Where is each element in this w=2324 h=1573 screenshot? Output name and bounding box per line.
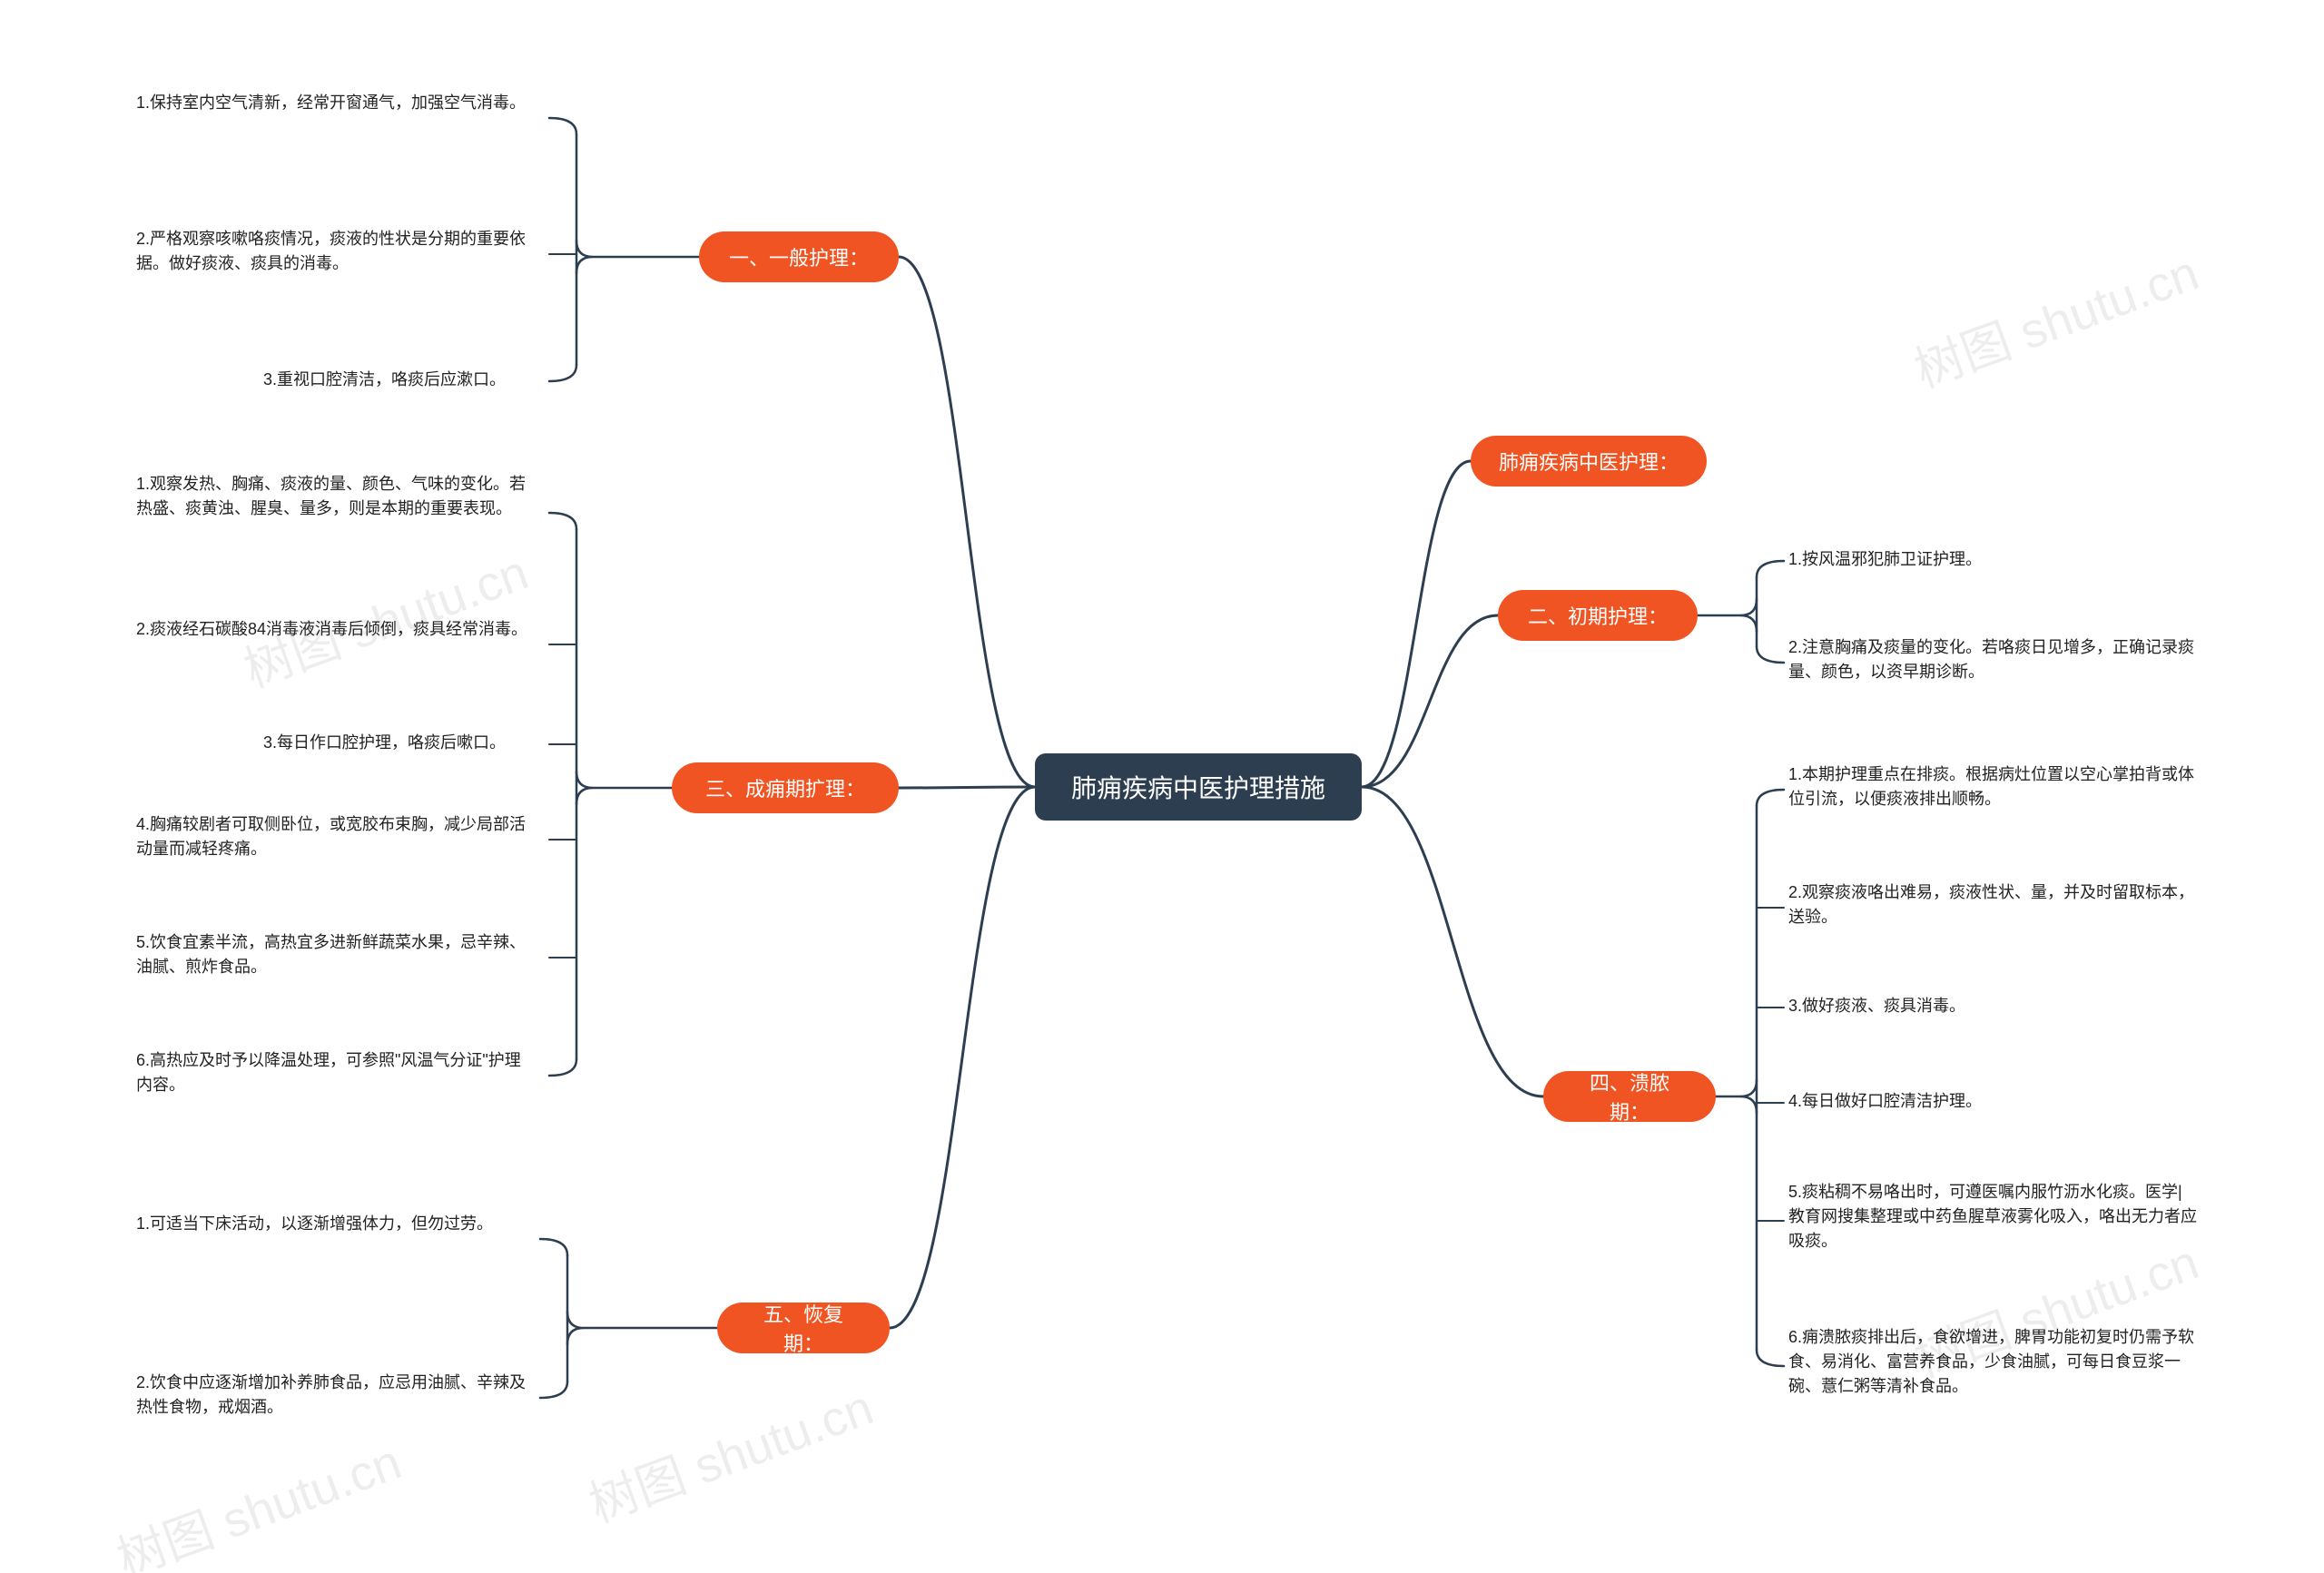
branch-label: 五、恢复期： (744, 1299, 862, 1357)
root-node: 肺痈疾病中医护理措施 (1035, 753, 1362, 821)
leaf-text: 6.痈溃脓痰排出后，食欲增进，脾胃功能初复时仍需予软食、易消化、富营养食品，少食… (1788, 1325, 2197, 1399)
leaf-text: 5.痰粘稠不易咯出时，可遵医嘱内服竹沥水化痰。医学|教育网搜集整理或中药鱼腥草液… (1788, 1180, 2197, 1253)
leaf-node: 4.胸痛较剧者可取侧卧位，或宽胶布束胸，减少局部活动量而减轻疼痛。 (136, 812, 536, 861)
branch-label: 三、成痈期扩理： (705, 773, 865, 802)
leaf-text: 3.重视口腔清洁，咯痰后应漱口。 (263, 368, 506, 392)
branch-node: 二、初期护理： (1498, 590, 1698, 641)
leaf-text: 1.观察发热、胸痛、痰液的量、颜色、气味的变化。若热盛、痰黄浊、腥臭、量多，则是… (136, 472, 536, 521)
leaf-text: 6.高热应及时予以降温处理，可参照"风温气分证"护理内容。 (136, 1048, 536, 1097)
leaf-node: 1.按风温邪犯肺卫证护理。 (1788, 547, 2197, 572)
leaf-text: 5.饮食宜素半流，高热宜多进新鲜蔬菜水果，忌辛辣、油腻、煎炸食品。 (136, 930, 536, 979)
branch-label: 四、溃脓期： (1571, 1067, 1689, 1126)
leaf-text: 4.每日做好口腔清洁护理。 (1788, 1089, 1982, 1114)
leaf-node: 6.痈溃脓痰排出后，食欲增进，脾胃功能初复时仍需予软食、易消化、富营养食品，少食… (1788, 1325, 2197, 1399)
leaf-text: 2.观察痰液咯出难易，痰液性状、量，并及时留取标本，送验。 (1788, 880, 2197, 929)
branch-node: 肺痈疾病中医护理： (1471, 436, 1707, 487)
leaf-node: 5.痰粘稠不易咯出时，可遵医嘱内服竹沥水化痰。医学|教育网搜集整理或中药鱼腥草液… (1788, 1180, 2197, 1253)
leaf-node: 2.观察痰液咯出难易，痰液性状、量，并及时留取标本，送验。 (1788, 880, 2197, 929)
leaf-text: 1.保持室内空气清新，经常开窗通气，加强空气消毒。 (136, 91, 526, 115)
branch-node: 五、恢复期： (717, 1303, 890, 1353)
leaf-node: 2.痰液经石碳酸84消毒液消毒后倾倒，痰具经常消毒。 (136, 617, 536, 642)
leaf-text: 1.可适当下床活动，以逐渐增强体力，但勿过劳。 (136, 1212, 493, 1236)
leaf-text: 1.本期护理重点在排痰。根据病灶位置以空心掌拍背或体位引流，以便痰液排出顺畅。 (1788, 762, 2197, 811)
branch-node: 三、成痈期扩理： (672, 762, 899, 813)
leaf-node: 1.保持室内空气清新，经常开窗通气，加强空气消毒。 (136, 91, 545, 115)
leaf-node: 2.饮食中应逐渐增加补养肺食品，应忌用油腻、辛辣及热性食物，戒烟酒。 (136, 1371, 536, 1420)
leaf-node: 3.做好痰液、痰具消毒。 (1788, 994, 2197, 1018)
leaf-node: 6.高热应及时予以降温处理，可参照"风温气分证"护理内容。 (136, 1048, 536, 1097)
leaf-node: 1.观察发热、胸痛、痰液的量、颜色、气味的变化。若热盛、痰黄浊、腥臭、量多，则是… (136, 472, 536, 521)
branch-label: 一、一般护理： (729, 242, 869, 271)
branch-label: 肺痈疾病中医护理： (1499, 447, 1679, 476)
watermark: 树图 shutu.cn (577, 1367, 881, 1536)
leaf-text: 3.每日作口腔护理，咯痰后嗽口。 (263, 731, 506, 755)
leaf-text: 2.注意胸痛及痰量的变化。若咯痰日见增多，正确记录痰量、颜色，以资早期诊断。 (1788, 635, 2197, 684)
leaf-text: 2.饮食中应逐渐增加补养肺食品，应忌用油腻、辛辣及热性食物，戒烟酒。 (136, 1371, 536, 1420)
leaf-node: 5.饮食宜素半流，高热宜多进新鲜蔬菜水果，忌辛辣、油腻、煎炸食品。 (136, 930, 536, 979)
watermark: 树图 shutu.cn (1903, 232, 2206, 401)
leaf-node: 3.每日作口腔护理，咯痰后嗽口。 (263, 731, 545, 755)
leaf-node: 1.本期护理重点在排痰。根据病灶位置以空心掌拍背或体位引流，以便痰液排出顺畅。 (1788, 762, 2197, 811)
leaf-node: 2.严格观察咳嗽咯痰情况，痰液的性状是分期的重要依据。做好痰液、痰具的消毒。 (136, 227, 545, 276)
leaf-node: 2.注意胸痛及痰量的变化。若咯痰日见增多，正确记录痰量、颜色，以资早期诊断。 (1788, 635, 2197, 684)
branch-node: 四、溃脓期： (1543, 1071, 1716, 1122)
watermark: 树图 shutu.cn (105, 1421, 409, 1573)
root-label: 肺痈疾病中医护理措施 (1071, 769, 1325, 805)
branch-label: 二、初期护理： (1528, 601, 1668, 630)
branch-node: 一、一般护理： (699, 231, 899, 282)
leaf-text: 1.按风温邪犯肺卫证护理。 (1788, 547, 1982, 572)
leaf-node: 3.重视口腔清洁，咯痰后应漱口。 (263, 368, 545, 392)
leaf-node: 1.可适当下床活动，以逐渐增强体力，但勿过劳。 (136, 1212, 536, 1236)
leaf-text: 2.痰液经石碳酸84消毒液消毒后倾倒，痰具经常消毒。 (136, 617, 527, 642)
leaf-node: 4.每日做好口腔清洁护理。 (1788, 1089, 2197, 1114)
leaf-text: 3.做好痰液、痰具消毒。 (1788, 994, 1965, 1018)
leaf-text: 2.严格观察咳嗽咯痰情况，痰液的性状是分期的重要依据。做好痰液、痰具的消毒。 (136, 227, 545, 276)
leaf-text: 4.胸痛较剧者可取侧卧位，或宽胶布束胸，减少局部活动量而减轻疼痛。 (136, 812, 536, 861)
